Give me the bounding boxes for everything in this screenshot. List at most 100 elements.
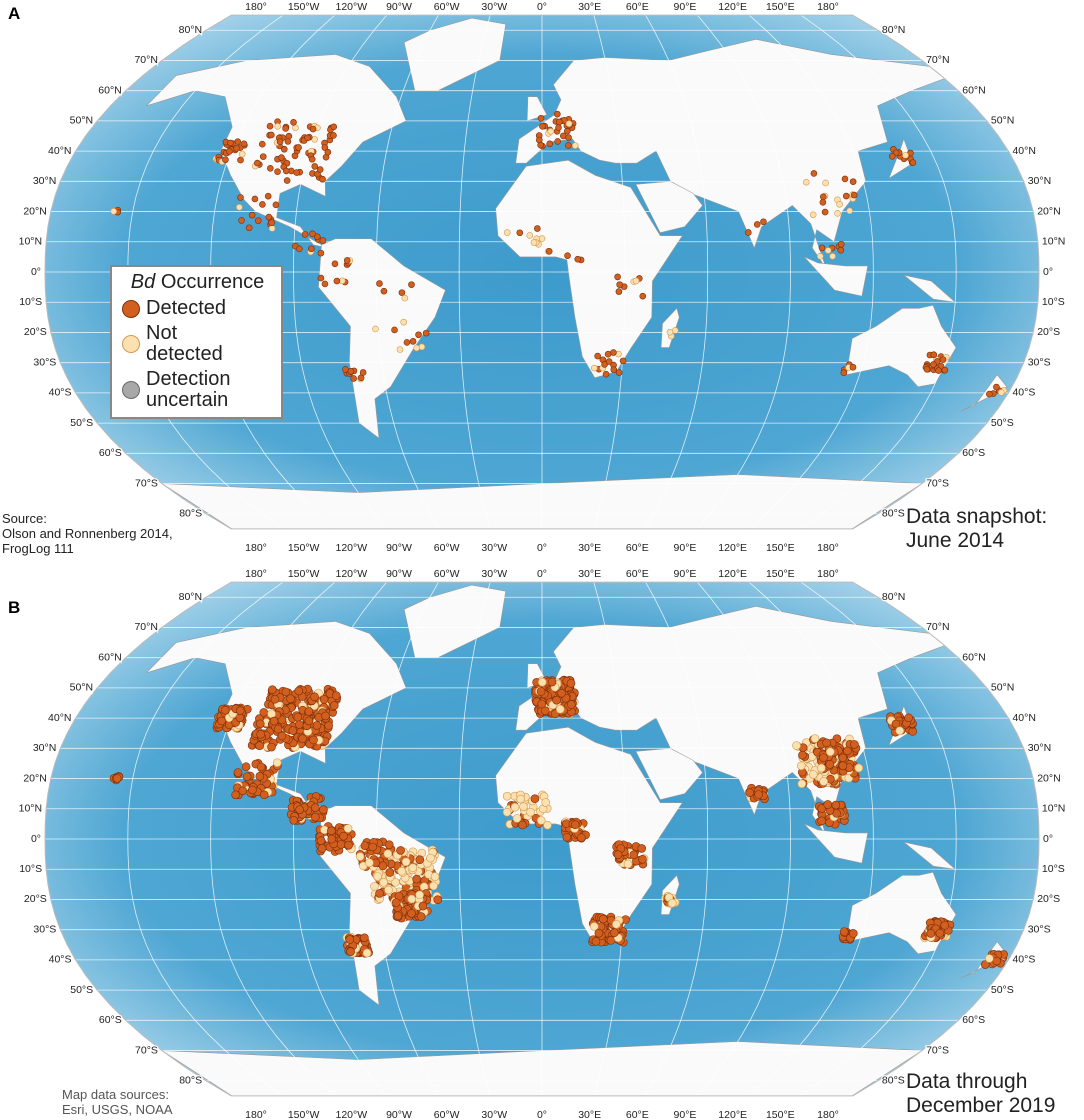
lat-label: 30°N [1028, 175, 1051, 187]
occurrence-dot [810, 170, 818, 177]
lon-label: 120°W [336, 1, 368, 13]
occurrence-dot [526, 807, 535, 817]
occurrence-dot [240, 140, 248, 148]
occurrence-dot [555, 118, 563, 126]
lat-label: 10°N [1042, 803, 1065, 815]
occurrence-dot [760, 218, 767, 226]
occurrence-dot [317, 274, 325, 282]
lon-label: 30°W [481, 1, 507, 13]
lon-label: 150°E [766, 568, 795, 580]
lat-label: 80°S [179, 508, 202, 520]
occurrence-dot [355, 852, 365, 861]
occurrence-dot [267, 709, 276, 719]
occurrence-dot [574, 255, 582, 263]
occurrence-dot [311, 803, 320, 812]
occurrence-dot [539, 123, 546, 130]
occurrence-dot [571, 142, 579, 149]
occurrence-dot [385, 868, 395, 877]
occurrence-dot [258, 140, 266, 148]
occurrence-dot [745, 788, 755, 797]
lon-label: 30°E [578, 568, 601, 580]
lat-label: 10°S [19, 296, 42, 308]
lon-label: 90°E [674, 568, 697, 580]
occurrence-dot [536, 687, 546, 696]
occurrence-dot [668, 898, 677, 908]
lon-label: 60°E [626, 568, 649, 580]
land [318, 238, 446, 439]
lon-label: 0° [537, 568, 547, 580]
lon-label: 90°E [674, 1, 697, 13]
occurrence-dot [565, 120, 573, 128]
occurrence-dot [290, 119, 297, 126]
lon-label: 150°E [766, 1109, 795, 1120]
occurrence-dot [235, 713, 245, 723]
occurrence-dot [293, 169, 300, 176]
lon-label: 120°E [718, 542, 747, 554]
caption-line: June 2014 [906, 529, 1005, 552]
lon-label: 90°W [386, 568, 412, 580]
lat-label: 40°N [48, 145, 71, 157]
occurrence-dot [235, 706, 245, 715]
occurrence-dot [407, 894, 416, 904]
occurrence-dot [267, 742, 276, 752]
occurrence-dot [547, 677, 557, 687]
occurrence-dot [347, 368, 355, 375]
lat-label: 50°S [991, 984, 1014, 996]
lon-label: 30°W [481, 568, 507, 580]
occurrence-dot [321, 711, 330, 721]
occurrence-dot [824, 247, 832, 254]
occurrence-dot [850, 740, 859, 749]
source-line: Source: [2, 511, 47, 526]
occurrence-dot [429, 881, 438, 891]
occurrence-dot [359, 369, 367, 376]
occurrence-dot [615, 369, 623, 376]
occurrence-dot [238, 150, 246, 158]
occurrence-dot [819, 193, 827, 201]
lon-label: 30°E [578, 542, 601, 554]
occurrence-dot [403, 339, 411, 346]
source: Source: Olson and Ronnenberg 2014, FrogL… [2, 511, 173, 556]
lat-label: 50°S [70, 984, 93, 996]
occurrence-dot [401, 857, 411, 867]
lat-label: 20°S [24, 326, 47, 338]
lat-label: 60°S [99, 447, 122, 459]
occurrence-dot [319, 805, 328, 815]
occurrence-dot [512, 814, 522, 823]
occurrence-dot [360, 933, 369, 943]
occurrence-dot [274, 168, 281, 175]
occurrence-dot [311, 163, 319, 170]
occurrence-dot [566, 679, 576, 688]
occurrence-dot [753, 221, 761, 228]
occurrence-dot [327, 826, 336, 836]
lat-label: 70°N [134, 621, 157, 633]
occurrence-dot [792, 741, 801, 750]
occurrence-dot [589, 922, 599, 931]
occurrence-dot [372, 325, 379, 333]
occurrence-dot [623, 859, 633, 869]
legend-item: Not detected [146, 322, 223, 365]
occurrence-dot [502, 807, 512, 817]
land [960, 374, 1008, 412]
occurrence-dot [547, 128, 555, 135]
occurrence-dot [545, 248, 553, 255]
occurrence-dot [530, 794, 540, 804]
occurrence-dot [268, 131, 275, 139]
occurrence-dot [344, 840, 353, 850]
lat-label: 50°S [991, 417, 1014, 429]
occurrence-dot [822, 738, 831, 748]
occurrence-dot [398, 289, 406, 296]
occurrence-dot [329, 701, 339, 710]
lat-label: 60°N [962, 84, 985, 96]
occurrence-dot [838, 761, 848, 771]
occurrence-dot [316, 836, 326, 845]
occurrence-dot [554, 110, 561, 118]
land [803, 256, 869, 297]
lat-label: 60°N [98, 84, 121, 96]
occurrence-dot [321, 144, 329, 151]
occurrence-dot [602, 370, 610, 378]
map-panel [44, 14, 1040, 530]
occurrence-dot [615, 288, 623, 295]
occurrence-dot [802, 178, 810, 186]
occurrence-dot [923, 366, 931, 373]
